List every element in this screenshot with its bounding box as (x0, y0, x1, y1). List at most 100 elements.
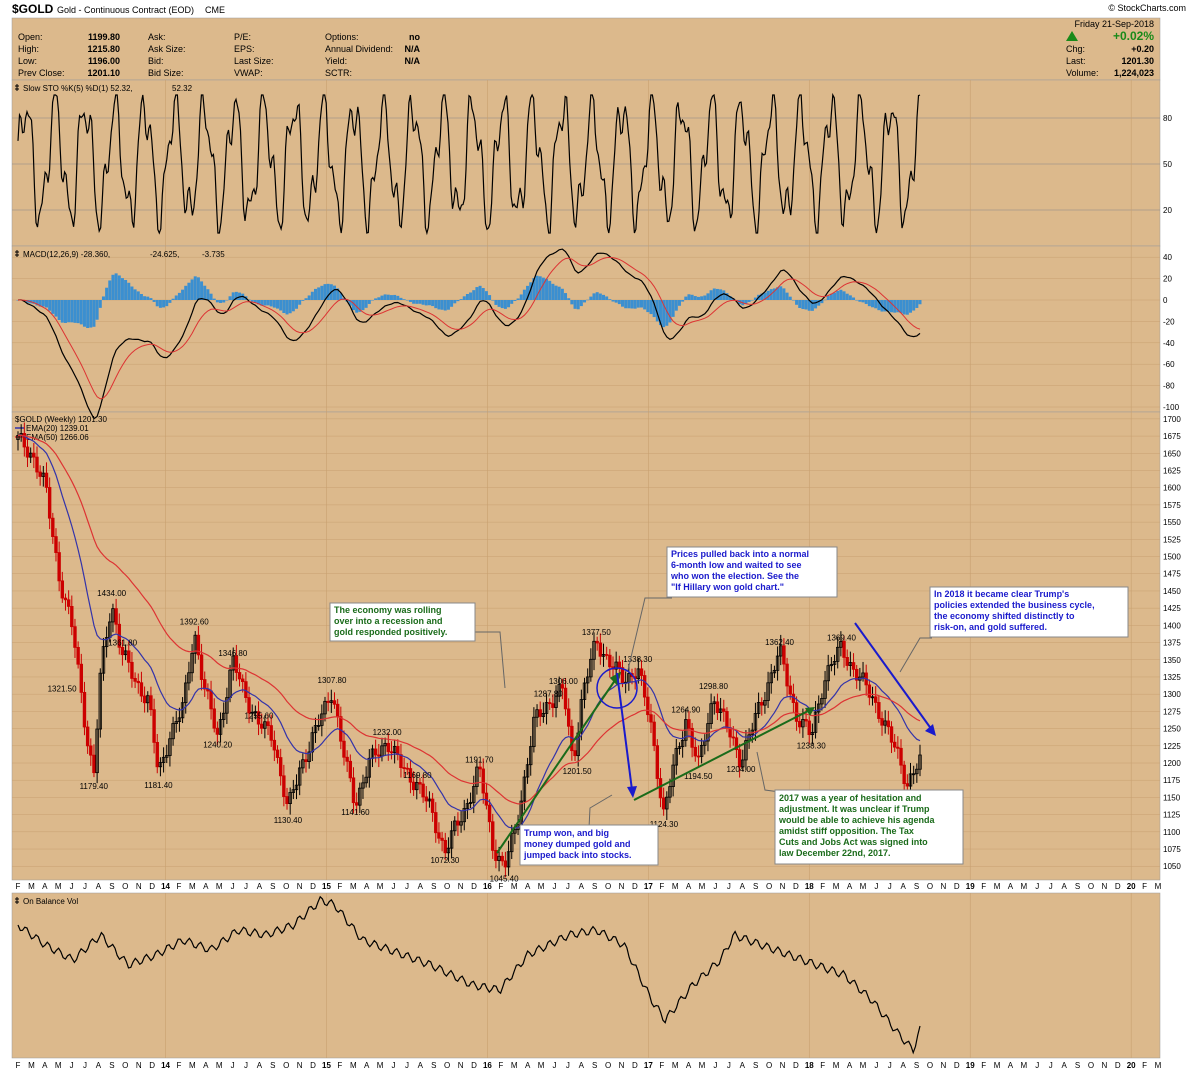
candle-body (301, 759, 305, 769)
macd-signal-text: -24.625, (150, 250, 179, 259)
macd-hist-bar (364, 300, 368, 308)
macd-hist-bar (209, 293, 213, 300)
price-tick: 1500 (1163, 553, 1181, 562)
macd-hist-bar (576, 300, 580, 310)
quote-panel (11, 17, 1161, 81)
up-arrow-icon (1066, 31, 1078, 41)
macd-hist-bar (725, 293, 729, 300)
month-label: F (981, 882, 986, 891)
month-label: 19 (966, 1061, 975, 1070)
macd-hist-bar (817, 300, 821, 306)
macd-hist-bar (231, 292, 235, 300)
macd-tick: 20 (1163, 275, 1172, 284)
candle-body (215, 727, 220, 735)
month-label: A (579, 882, 585, 891)
month-label: M (377, 882, 384, 891)
macd-hist-bar (684, 296, 688, 300)
candle-body (766, 682, 770, 701)
macd-hist-bar (744, 300, 748, 304)
candle-body (41, 472, 46, 477)
macd-hist-bar (782, 288, 786, 300)
candle-body (756, 702, 761, 714)
candle-body (383, 742, 387, 747)
month-label: A (42, 882, 48, 891)
month-label: S (109, 1061, 114, 1070)
macd-hist-bar (462, 296, 466, 300)
month-label: M (511, 882, 518, 891)
macd-hist-bar (323, 284, 327, 300)
candle-body (801, 719, 805, 728)
source-credit: © StockCharts.com (1108, 3, 1186, 13)
month-label: S (592, 882, 597, 891)
candle-body (354, 802, 359, 806)
macd-hist-bar (861, 300, 865, 303)
candle-body (278, 757, 283, 777)
macd-hist-bar (472, 290, 476, 300)
quote-stats1: Ask: Ask Size: Bid: Bid Size: (148, 32, 186, 78)
macd-hist-bar (814, 300, 818, 309)
candle-body (529, 746, 533, 766)
candle-body (820, 698, 824, 705)
macd-hist-bar (162, 300, 166, 308)
macd-hist-bar (295, 300, 299, 309)
month-label: O (283, 1061, 289, 1070)
candle-body (146, 695, 150, 704)
candle-body (699, 744, 704, 757)
macd-hist-bar (427, 300, 431, 306)
macd-hist-bar (393, 294, 397, 300)
y-axis-ticks: 1700 1675 1650 1625 1600 1575 1550 1525 1500 1475… (1163, 114, 1181, 871)
candle-body (329, 700, 334, 703)
month-label: J (566, 882, 570, 891)
month-label: A (257, 1061, 263, 1070)
candle-body (845, 657, 849, 666)
candle-body (680, 739, 685, 748)
macd-hist-bar (500, 300, 504, 309)
month-label: F (337, 1061, 342, 1070)
macd-hist-bar (177, 292, 181, 300)
price-label: 1321.50 (48, 684, 77, 693)
macd-hist-bar (750, 300, 754, 301)
price-tick: 1325 (1163, 673, 1181, 682)
month-label: D (793, 882, 799, 891)
candle-body (326, 700, 330, 703)
month-label: S (431, 882, 436, 891)
candle-body (782, 645, 786, 665)
macd-hist-bar (602, 294, 606, 300)
candle-body (437, 832, 441, 839)
macd-hist-bar (168, 300, 172, 303)
candle-body (855, 668, 859, 681)
candle-body (889, 726, 894, 743)
quote-stats2: P/E: EPS: Last Size: VWAP: (234, 32, 274, 78)
candle-body (763, 700, 767, 706)
callout-line: The economy was rolling (334, 605, 442, 615)
sto-tick: 50 (1163, 160, 1172, 169)
month-label: J (552, 882, 556, 891)
month-label: J (405, 1061, 409, 1070)
macd-hist-bar (804, 300, 808, 310)
candle-body (399, 754, 403, 768)
month-label: S (1075, 882, 1080, 891)
month-label: J (1049, 882, 1053, 891)
macd-hist-bar (79, 300, 83, 325)
macd-hist-bar (263, 300, 267, 306)
month-label: J (727, 1061, 731, 1070)
macd-hist-bar (149, 298, 153, 300)
macd-hist-bar (193, 276, 197, 300)
macd-hist-bar (57, 300, 61, 321)
callout-line: policies extended the business cycle, (934, 600, 1095, 610)
candle-body (291, 789, 296, 793)
macd-hist-bar (95, 300, 99, 320)
candle-body (731, 736, 735, 739)
month-label: A (686, 882, 692, 891)
month-label: F (659, 882, 664, 891)
candle-body (661, 797, 666, 810)
month-label: A (418, 882, 424, 891)
month-label: N (619, 1061, 625, 1070)
month-label: M (699, 882, 706, 891)
yield-label: Yield: (325, 56, 347, 66)
month-label: N (941, 1061, 947, 1070)
candle-body (601, 654, 606, 657)
macd-hist-bar (915, 300, 919, 308)
candle-body (453, 820, 457, 832)
sto-legend-red: 52.32 (172, 84, 193, 93)
